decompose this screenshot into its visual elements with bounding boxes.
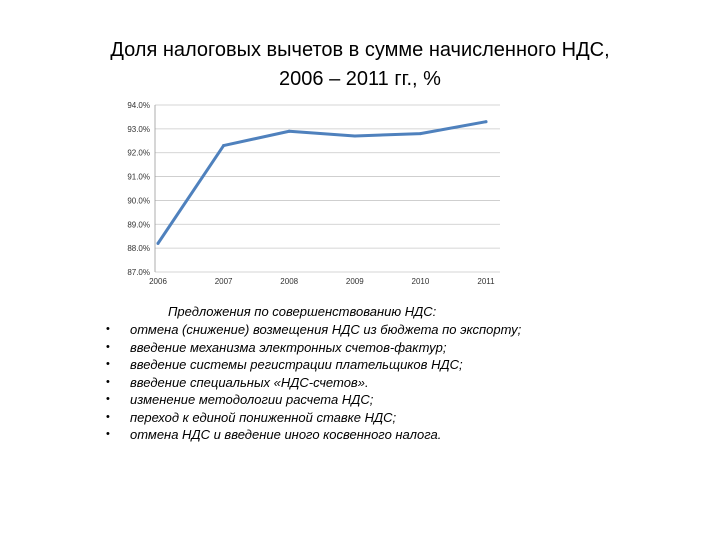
proposal-text: введение механизма электронных счетов-фа… (130, 339, 447, 355)
data-point (418, 132, 422, 136)
x-tick-label: 2009 (346, 277, 364, 286)
y-tick-label: 94.0% (127, 101, 150, 110)
proposal-text: переход к единой пониженной ставке НДС; (130, 409, 397, 425)
bullet-icon: • (106, 410, 110, 423)
data-point (287, 129, 291, 133)
data-point (484, 120, 488, 124)
x-tick-label: 2007 (215, 277, 233, 286)
proposal-text: отмена (снижение) возмещения НДС из бюдж… (130, 322, 522, 337)
y-tick-label: 87.0% (127, 268, 150, 277)
proposal-text: введение специальных «НДС-счетов». (130, 374, 369, 390)
y-tick-label: 88.0% (127, 244, 150, 253)
bullet-icon: • (106, 428, 110, 440)
proposal-text: отмена НДС и введение иного косвенного н… (130, 427, 442, 442)
bullet-icon: • (106, 393, 110, 405)
proposal-text: изменение методологии расчета НДС; (130, 392, 374, 407)
data-point (156, 241, 160, 245)
proposals-heading: Предложения по совершенствованию НДС: (168, 304, 437, 319)
y-tick-label: 93.0% (127, 125, 150, 134)
y-tick-label: 91.0% (127, 173, 150, 182)
x-tick-label: 2006 (149, 277, 167, 286)
chart-title-line-2: 2006 – 2011 гг., % (279, 68, 441, 90)
y-tick-label: 90.0% (127, 196, 150, 205)
x-tick-label: 2011 (477, 277, 495, 286)
chart-title-line-1: Доля налоговых вычетов в сумме начисленн… (110, 39, 610, 61)
line-chart: 94.0% 93.0% 92.0% 91.0% 90.0% 89.0% 88.0% 87.0%… (127, 101, 500, 286)
bullet-icon: • (106, 375, 110, 388)
x-tick-label: 2008 (280, 277, 298, 286)
bullet-icon: • (106, 358, 110, 370)
proposal-text: введение системы регистрации плательщико… (130, 357, 463, 372)
y-tick-label: 89.0% (127, 220, 150, 229)
bullet-icon: • (106, 340, 110, 353)
x-tick-label: 2010 (412, 277, 430, 286)
y-tick-label: 92.0% (127, 149, 150, 158)
series-line (156, 120, 488, 245)
bullet-icon: • (106, 323, 110, 335)
data-point (353, 134, 357, 138)
data-point (222, 144, 226, 148)
chart-title: Доля налоговых вычетов в сумме начисленн… (40, 36, 680, 94)
